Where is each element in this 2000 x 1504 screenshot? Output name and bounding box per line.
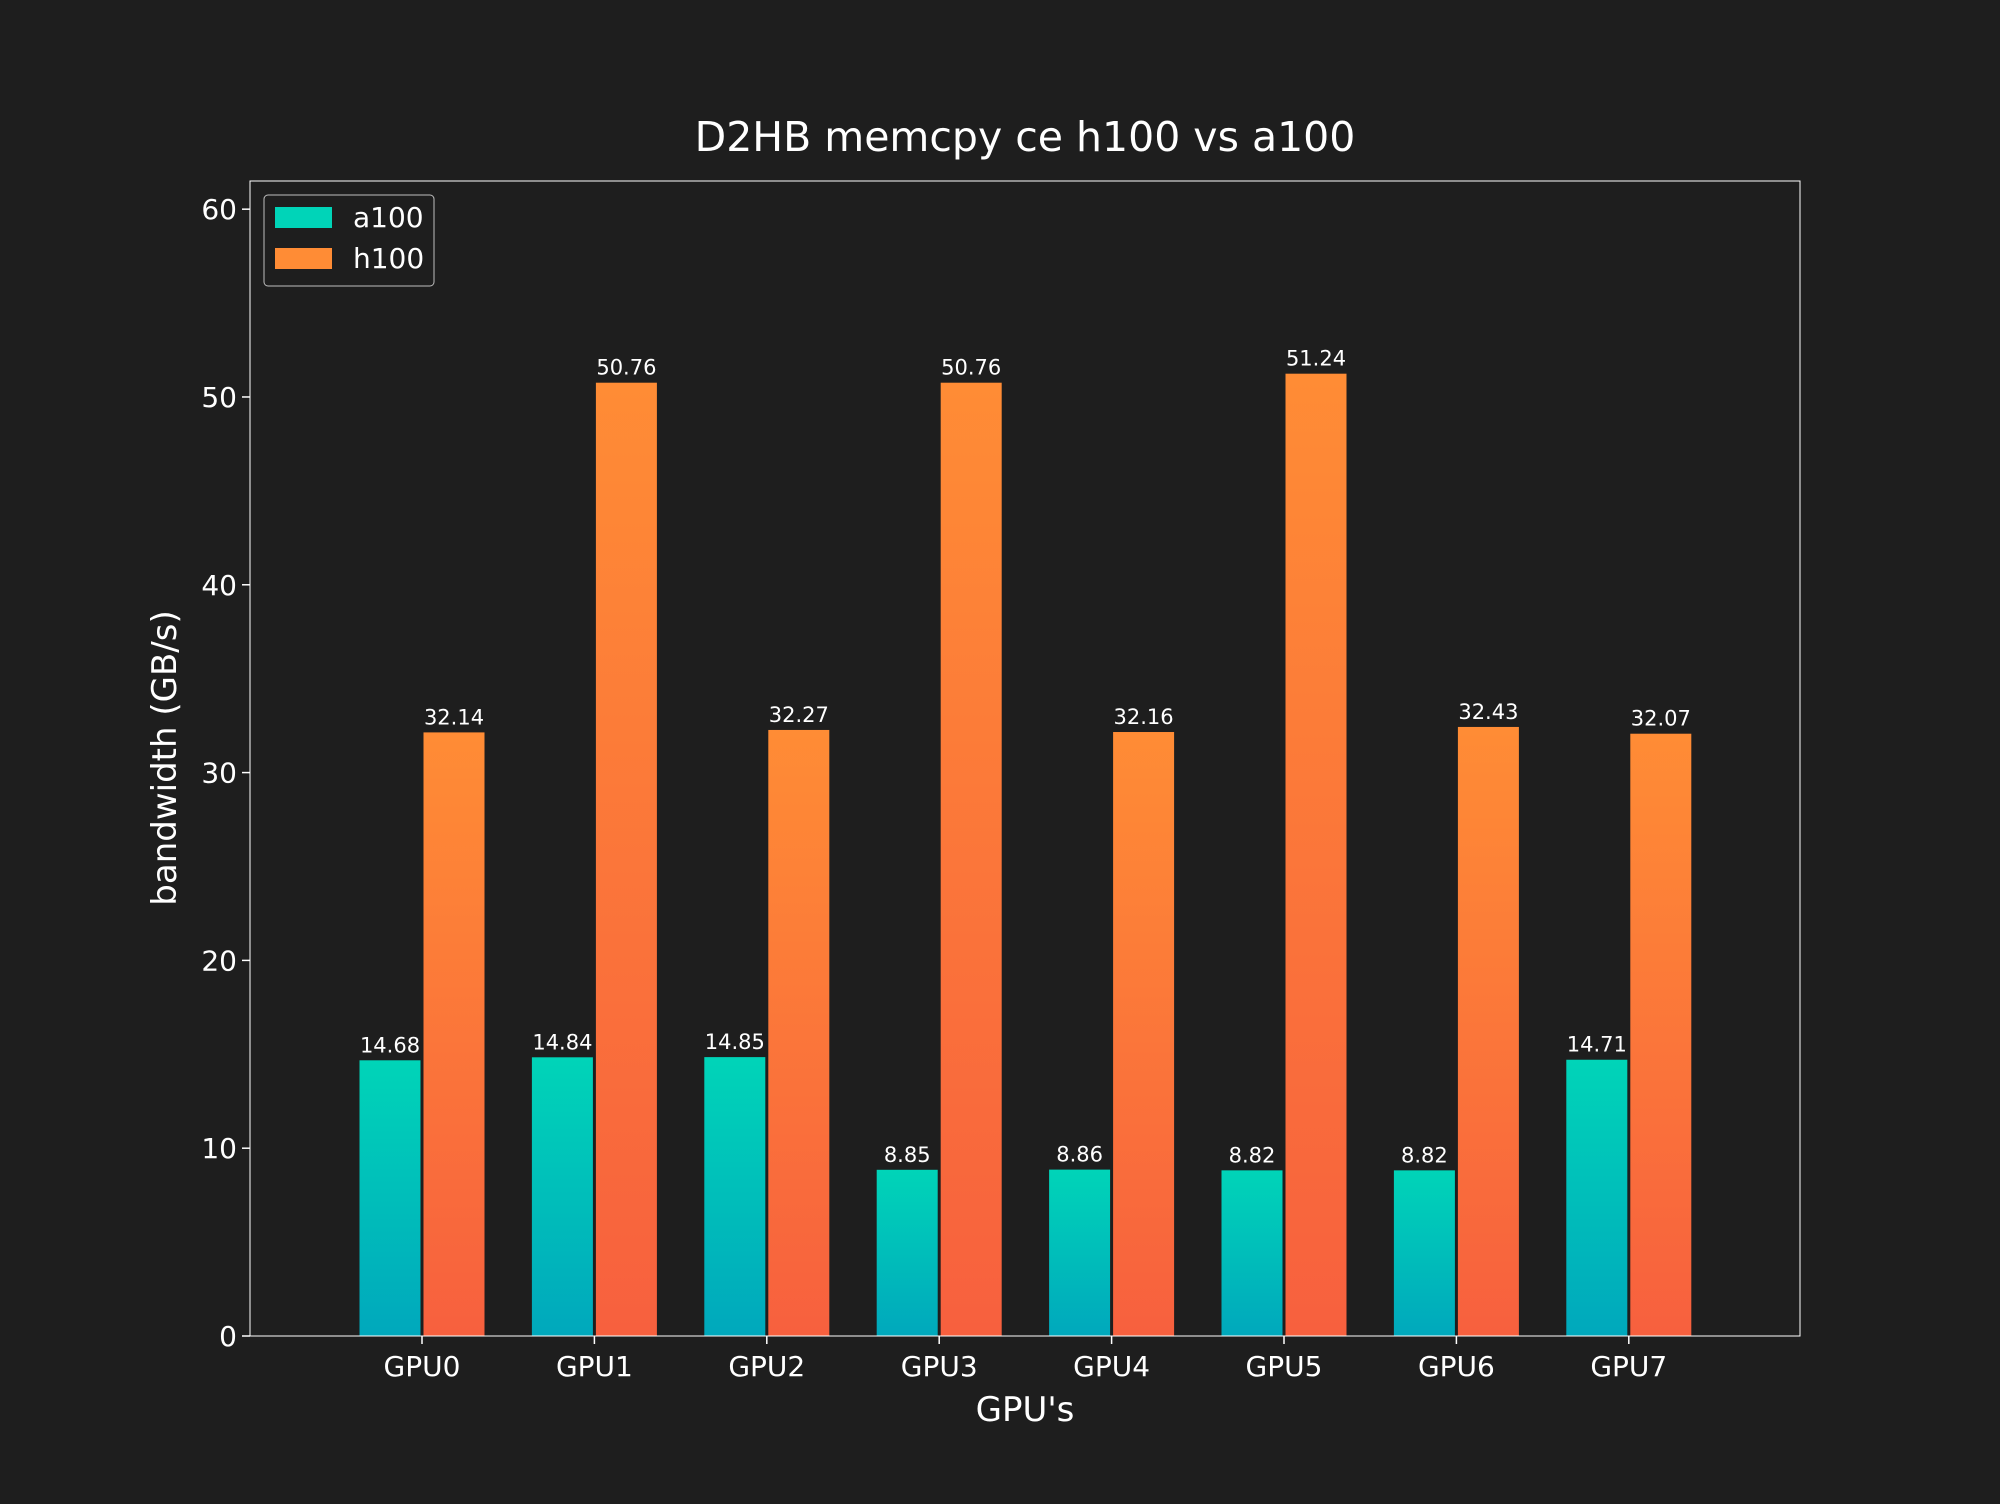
data-label-a100-gpu0: 14.68 bbox=[360, 1033, 420, 1057]
y-tick-label: 40 bbox=[201, 569, 237, 602]
x-axis: GPU0 GPU1 GPU2 GPU3 GPU4 GPU5 GPU6 GPU7 bbox=[384, 1336, 1667, 1383]
bar-h100-gpu0 bbox=[423, 732, 485, 1336]
bar-h100-gpu1 bbox=[595, 382, 657, 1336]
bar-h100-gpu2 bbox=[768, 729, 830, 1336]
bar-a100-gpu6 bbox=[1393, 1170, 1455, 1336]
data-label-a100-gpu1: 14.84 bbox=[532, 1030, 592, 1054]
x-tick-label-gpu0: GPU0 bbox=[384, 1350, 461, 1383]
bar-h100-gpu3 bbox=[940, 382, 1002, 1336]
legend: a100 h100 bbox=[263, 194, 435, 287]
plot-frame bbox=[249, 180, 1801, 1337]
y-axis-label: bandwidth (GB/s) bbox=[145, 610, 185, 905]
data-label-a100-gpu4: 8.86 bbox=[1056, 1143, 1103, 1167]
bar-h100-gpu5 bbox=[1285, 373, 1347, 1336]
x-tick-label-gpu6: GPU6 bbox=[1418, 1350, 1495, 1383]
data-label-h100-gpu6: 32.43 bbox=[1458, 700, 1518, 724]
bar-a100-gpu0 bbox=[359, 1060, 421, 1336]
y-tick-label: 30 bbox=[201, 757, 237, 790]
legend-label-a100: a100 bbox=[353, 201, 424, 234]
y-axis: 0 10 20 30 40 50 60 bbox=[201, 193, 250, 1353]
bar-h100-gpu6 bbox=[1457, 726, 1519, 1336]
bar-a100-gpu7 bbox=[1566, 1059, 1628, 1336]
x-tick-label-gpu2: GPU2 bbox=[728, 1350, 805, 1383]
data-label-h100-gpu0: 32.14 bbox=[424, 705, 484, 729]
x-tick-label-gpu3: GPU3 bbox=[901, 1350, 978, 1383]
y-tick-label: 0 bbox=[219, 1320, 237, 1353]
data-label-h100-gpu1: 50.76 bbox=[596, 356, 656, 380]
data-labels-layer: 14.68 32.14 14.84 50.76 14.85 32.27 8.85 50.76 8… bbox=[360, 347, 1691, 1168]
data-label-a100-gpu2: 14.85 bbox=[705, 1030, 765, 1054]
data-label-a100-gpu5: 8.82 bbox=[1229, 1143, 1276, 1167]
data-label-h100-gpu4: 32.16 bbox=[1114, 705, 1174, 729]
data-label-h100-gpu7: 32.07 bbox=[1631, 707, 1691, 731]
data-label-h100-gpu2: 32.27 bbox=[769, 703, 829, 727]
bar-a100-gpu4 bbox=[1049, 1169, 1111, 1336]
y-tick-label: 50 bbox=[201, 381, 237, 414]
bar-a100-gpu5 bbox=[1221, 1170, 1283, 1336]
data-label-a100-gpu3: 8.85 bbox=[884, 1143, 931, 1167]
bar-h100-gpu7 bbox=[1630, 733, 1692, 1336]
x-tick-label-gpu1: GPU1 bbox=[556, 1350, 633, 1383]
y-tick-label: 10 bbox=[201, 1132, 237, 1165]
chart-title: D2HB memcpy ce h100 vs a100 bbox=[695, 113, 1356, 161]
y-tick-label: 60 bbox=[201, 193, 237, 226]
x-axis-label: GPU's bbox=[976, 1390, 1075, 1430]
bars-layer bbox=[359, 373, 1692, 1336]
data-label-a100-gpu6: 8.82 bbox=[1401, 1143, 1448, 1167]
bar-h100-gpu4 bbox=[1113, 732, 1175, 1336]
bar-a100-gpu1 bbox=[531, 1057, 593, 1336]
legend-swatch-h100 bbox=[275, 248, 332, 269]
x-tick-label-gpu5: GPU5 bbox=[1246, 1350, 1323, 1383]
data-label-h100-gpu3: 50.76 bbox=[941, 356, 1001, 380]
y-tick-label: 20 bbox=[201, 944, 237, 977]
bar-a100-gpu2 bbox=[704, 1057, 766, 1336]
data-label-h100-gpu5: 51.24 bbox=[1286, 347, 1346, 371]
data-label-a100-gpu7: 14.71 bbox=[1567, 1033, 1627, 1057]
bar-a100-gpu3 bbox=[876, 1169, 938, 1336]
x-tick-label-gpu7: GPU7 bbox=[1590, 1350, 1667, 1383]
legend-swatch-a100 bbox=[275, 207, 332, 228]
x-tick-label-gpu4: GPU4 bbox=[1073, 1350, 1150, 1383]
legend-label-h100: h100 bbox=[353, 242, 424, 275]
